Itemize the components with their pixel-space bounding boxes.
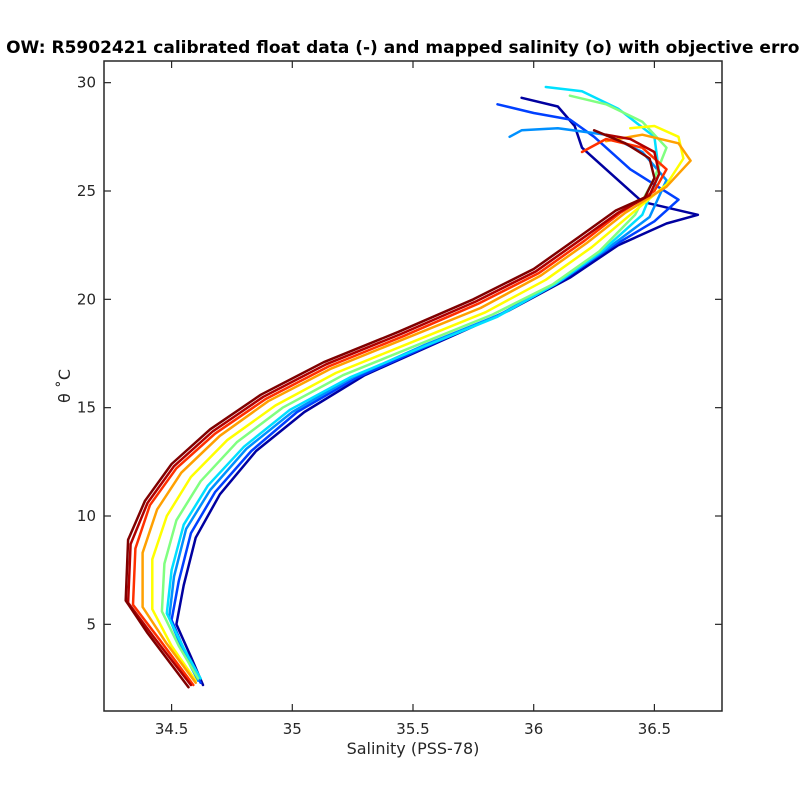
y-axis-label: θ ˚C bbox=[55, 369, 74, 403]
plot-area bbox=[124, 85, 700, 689]
x-axis-label: Salinity (PSS-78) bbox=[347, 739, 480, 758]
y-tick-label: 30 bbox=[77, 74, 96, 92]
series-line-9 bbox=[124, 129, 656, 689]
y-tick-label: 25 bbox=[77, 182, 96, 200]
series-line-6 bbox=[141, 133, 692, 685]
y-axis: 5 10 15 20 25 30 bbox=[77, 74, 722, 633]
y-tick-label: 15 bbox=[77, 399, 96, 417]
chart-title: OW: R5902421 calibrated float data (-) a… bbox=[6, 38, 800, 58]
x-tick-label: 36.5 bbox=[638, 720, 671, 738]
x-tick-label: 34.5 bbox=[155, 720, 188, 738]
series-line-7 bbox=[131, 137, 668, 687]
x-axis: 34.5 35 35.5 36 36.5 bbox=[155, 61, 671, 738]
x-tick-label: 36 bbox=[524, 720, 543, 738]
axes-frame bbox=[103, 60, 723, 712]
y-tick-label: 5 bbox=[86, 615, 96, 633]
x-tick-label: 35 bbox=[283, 720, 302, 738]
series-line-8 bbox=[126, 133, 661, 687]
series-line-5 bbox=[151, 124, 685, 682]
series-line-4 bbox=[160, 94, 668, 680]
y-tick-label: 10 bbox=[77, 507, 96, 525]
y-tick-label: 20 bbox=[77, 290, 96, 308]
x-tick-label: 35.5 bbox=[396, 720, 429, 738]
